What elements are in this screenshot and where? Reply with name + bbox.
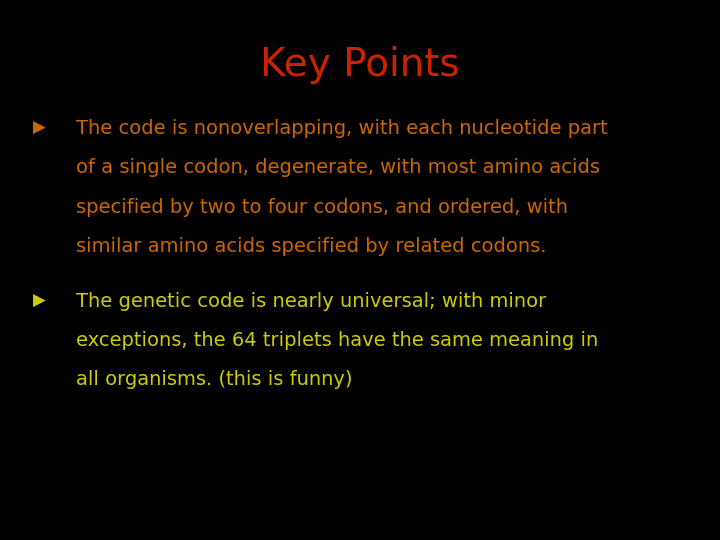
Text: similar amino acids specified by related codons.: similar amino acids specified by related…: [76, 237, 546, 256]
Text: exceptions, the 64 triplets have the same meaning in: exceptions, the 64 triplets have the sam…: [76, 331, 598, 350]
Text: all organisms. (this is funny): all organisms. (this is funny): [76, 370, 352, 389]
Text: ▶: ▶: [33, 292, 46, 309]
Text: The genetic code is nearly universal; with minor: The genetic code is nearly universal; wi…: [76, 292, 546, 310]
Text: specified by two to four codons, and ordered, with: specified by two to four codons, and ord…: [76, 198, 567, 217]
Text: ▶: ▶: [33, 119, 46, 137]
Text: The code is nonoverlapping, with each nucleotide part: The code is nonoverlapping, with each nu…: [76, 119, 608, 138]
Text: of a single codon, degenerate, with most amino acids: of a single codon, degenerate, with most…: [76, 158, 600, 177]
Text: Key Points: Key Points: [260, 46, 460, 84]
